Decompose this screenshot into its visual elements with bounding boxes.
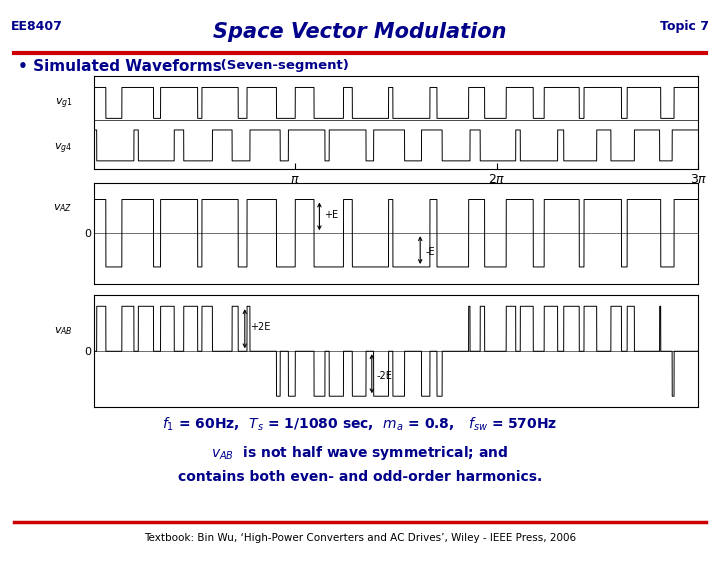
- Text: $v_{AB}$: $v_{AB}$: [54, 325, 73, 337]
- Text: $v_{AZ}$: $v_{AZ}$: [53, 202, 73, 214]
- Text: $v_{g1}$: $v_{g1}$: [55, 97, 73, 111]
- Text: -2E: -2E: [377, 371, 393, 381]
- Text: -E: -E: [426, 247, 435, 257]
- Text: (Seven-segment): (Seven-segment): [216, 59, 349, 72]
- Text: $f_1$ = 60Hz,  $T_s$ = 1/1080 sec,  $m_a$ = 0.8,   $f_{sw}$ = 570Hz: $f_1$ = 60Hz, $T_s$ = 1/1080 sec, $m_a$ …: [163, 416, 557, 433]
- Text: Space Vector Modulation: Space Vector Modulation: [213, 22, 507, 43]
- Text: contains both even- and odd-order harmonics.: contains both even- and odd-order harmon…: [178, 470, 542, 484]
- Text: Textbook: Bin Wu, ‘High-Power Converters and AC Drives’, Wiley - IEEE Press, 200: Textbook: Bin Wu, ‘High-Power Converters…: [144, 533, 576, 543]
- Text: $v_{AB}$  is not half wave symmetrical; and: $v_{AB}$ is not half wave symmetrical; a…: [212, 444, 508, 462]
- Text: • Simulated Waveforms: • Simulated Waveforms: [18, 59, 222, 74]
- Text: EE8407: EE8407: [11, 20, 63, 33]
- Text: +E: +E: [325, 210, 338, 220]
- Text: $v_{g4}$: $v_{g4}$: [54, 141, 73, 156]
- Text: +2E: +2E: [250, 321, 270, 332]
- Text: Topic 7: Topic 7: [660, 20, 709, 33]
